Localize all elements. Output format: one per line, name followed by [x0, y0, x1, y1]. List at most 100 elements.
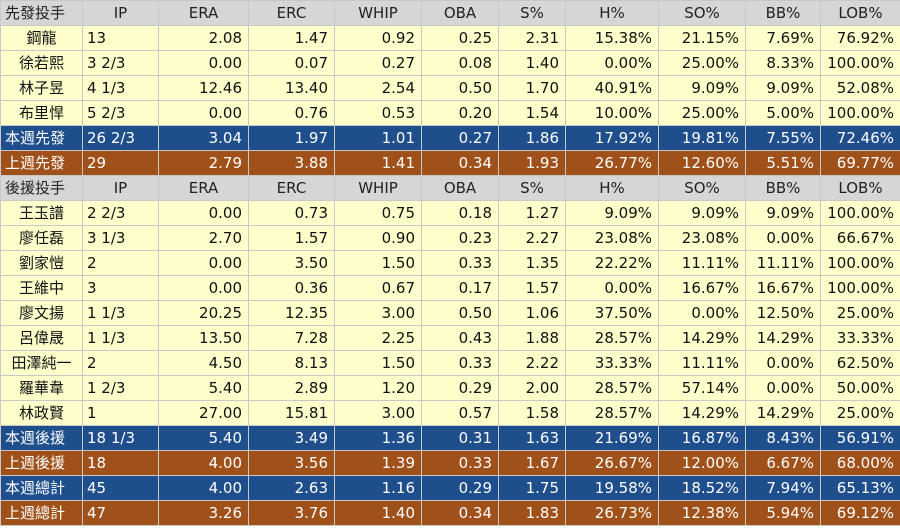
cell-era: 3.04 [158, 125, 249, 151]
cell-so-pct: 9.09% [658, 200, 746, 226]
cell-erc: 1.47 [248, 25, 335, 51]
header-whip: WHIP [334, 0, 422, 26]
cell-ip: 13 [82, 25, 159, 51]
cell-lob-pct: 100.00% [820, 50, 900, 76]
cell-ip: 5 2/3 [82, 100, 159, 126]
starter-row: 林子昱 4 1/3 12.46 13.40 2.54 0.50 1.70 40.91% 9.09… [0, 75, 900, 101]
cell-s-pct: 1.93 [498, 150, 566, 176]
cell-name: 徐若熙 [0, 50, 83, 76]
cell-so-pct: 12.00% [658, 450, 746, 476]
cell-name: 本週先發 [0, 125, 83, 151]
header-h-pct: H% [565, 0, 659, 26]
reliever-row: 王玉譜 2 2/3 0.00 0.73 0.75 0.18 1.27 9.09% 9.09% 9.… [0, 200, 900, 226]
cell-bb-pct: 5.94% [745, 500, 821, 526]
cell-erc: 8.13 [248, 350, 335, 376]
cell-name: 廖任磊 [0, 225, 83, 251]
cell-ip: 2 2/3 [82, 200, 159, 226]
cell-s-pct: 2.22 [498, 350, 566, 376]
cell-erc: 0.76 [248, 100, 335, 126]
cell-s-pct: 1.70 [498, 75, 566, 101]
cell-oba: 0.29 [421, 475, 499, 501]
starters-header-row: 先發投手 IP ERA ERC WHIP OBA S% H% SO% BB% LOB% [0, 0, 900, 26]
relievers-this-week-row: 本週後援 18 1/3 5.40 3.49 1.36 0.31 1.63 21.69% 16.8… [0, 425, 900, 451]
cell-erc: 3.50 [248, 250, 335, 276]
cell-h-pct: 37.50% [565, 300, 659, 326]
cell-erc: 0.73 [248, 200, 335, 226]
cell-so-pct: 19.81% [658, 125, 746, 151]
cell-whip: 1.16 [334, 475, 422, 501]
cell-s-pct: 2.00 [498, 375, 566, 401]
cell-erc: 3.56 [248, 450, 335, 476]
header-bb-pct: BB% [745, 0, 821, 26]
starter-row: 徐若熙 3 2/3 0.00 0.07 0.27 0.08 1.40 0.00% 25.00% 8… [0, 50, 900, 76]
cell-lob-pct: 76.92% [820, 25, 900, 51]
cell-h-pct: 10.00% [565, 100, 659, 126]
cell-h-pct: 33.33% [565, 350, 659, 376]
cell-erc: 1.57 [248, 225, 335, 251]
cell-ip: 47 [82, 500, 159, 526]
reliever-row: 廖文揚 1 1/3 20.25 12.35 3.00 0.50 1.06 37.50% 0.00… [0, 300, 900, 326]
cell-erc: 3.76 [248, 500, 335, 526]
header-bb-pct: BB% [745, 175, 821, 201]
cell-era: 0.00 [158, 250, 249, 276]
cell-s-pct: 1.83 [498, 500, 566, 526]
cell-era: 4.50 [158, 350, 249, 376]
cell-era: 3.26 [158, 500, 249, 526]
cell-name: 林政賢 [0, 400, 83, 426]
cell-h-pct: 0.00% [565, 275, 659, 301]
cell-h-pct: 9.09% [565, 200, 659, 226]
cell-lob-pct: 25.00% [820, 300, 900, 326]
cell-name: 林子昱 [0, 75, 83, 101]
cell-era: 2.79 [158, 150, 249, 176]
cell-era: 0.00 [158, 200, 249, 226]
header-oba: OBA [421, 175, 499, 201]
cell-s-pct: 1.88 [498, 325, 566, 351]
cell-whip: 1.39 [334, 450, 422, 476]
cell-lob-pct: 69.77% [820, 150, 900, 176]
cell-whip: 0.53 [334, 100, 422, 126]
cell-whip: 1.01 [334, 125, 422, 151]
cell-era: 12.46 [158, 75, 249, 101]
cell-erc: 7.28 [248, 325, 335, 351]
cell-lob-pct: 66.67% [820, 225, 900, 251]
header-lob-pct: LOB% [820, 175, 900, 201]
reliever-row: 田澤純一 2 4.50 8.13 1.50 0.33 2.22 33.33% 11.11% 0.0… [0, 350, 900, 376]
header-s-pct: S% [498, 175, 566, 201]
reliever-row: 羅華韋 1 2/3 5.40 2.89 1.20 0.29 2.00 28.57% 57.14%… [0, 375, 900, 401]
cell-era: 13.50 [158, 325, 249, 351]
cell-ip: 26 2/3 [82, 125, 159, 151]
cell-oba: 0.17 [421, 275, 499, 301]
cell-oba: 0.34 [421, 150, 499, 176]
cell-whip: 1.50 [334, 250, 422, 276]
cell-whip: 0.90 [334, 225, 422, 251]
cell-erc: 13.40 [248, 75, 335, 101]
cell-bb-pct: 8.33% [745, 50, 821, 76]
cell-s-pct: 1.58 [498, 400, 566, 426]
cell-bb-pct: 6.67% [745, 450, 821, 476]
cell-oba: 0.23 [421, 225, 499, 251]
cell-lob-pct: 100.00% [820, 275, 900, 301]
cell-name: 布里悍 [0, 100, 83, 126]
cell-whip: 1.40 [334, 500, 422, 526]
cell-ip: 1 [82, 400, 159, 426]
cell-era: 4.00 [158, 450, 249, 476]
cell-s-pct: 1.67 [498, 450, 566, 476]
cell-erc: 0.07 [248, 50, 335, 76]
cell-whip: 0.75 [334, 200, 422, 226]
cell-bb-pct: 9.09% [745, 75, 821, 101]
cell-h-pct: 28.57% [565, 375, 659, 401]
cell-h-pct: 40.91% [565, 75, 659, 101]
cell-so-pct: 16.87% [658, 425, 746, 451]
cell-bb-pct: 12.50% [745, 300, 821, 326]
cell-oba: 0.43 [421, 325, 499, 351]
header-erc: ERC [248, 175, 335, 201]
cell-h-pct: 19.58% [565, 475, 659, 501]
cell-lob-pct: 68.00% [820, 450, 900, 476]
cell-oba: 0.34 [421, 500, 499, 526]
cell-whip: 0.92 [334, 25, 422, 51]
header-erc: ERC [248, 0, 335, 26]
cell-name: 上週總計 [0, 500, 83, 526]
cell-era: 0.00 [158, 275, 249, 301]
cell-name: 上週先發 [0, 150, 83, 176]
cell-lob-pct: 100.00% [820, 100, 900, 126]
